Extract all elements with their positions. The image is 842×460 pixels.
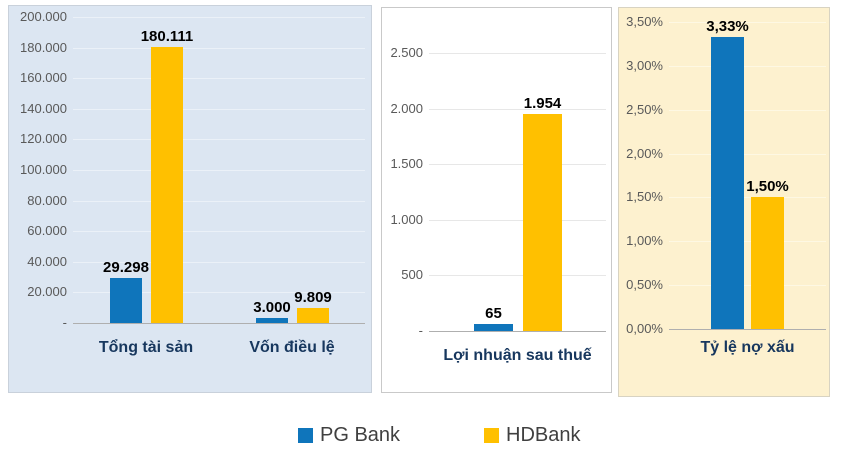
gridline [669, 241, 826, 242]
gridline [429, 164, 606, 165]
bar-pg-bank [711, 37, 744, 329]
profit-chart: 2.500 2.000 1.500 1.000 500 - 65 1.954 Lợi nhuận… [381, 7, 612, 393]
y-tick-label: 500 [401, 267, 423, 282]
y-tick-label: 3,00% [626, 58, 663, 73]
gridline [73, 78, 365, 79]
y-tick-label: 20.000 [27, 284, 67, 299]
gridline [73, 109, 365, 110]
y-tick-label: 100.000 [20, 162, 67, 177]
y-tick-label: 1.500 [390, 156, 423, 171]
y-tick-label: 2.000 [390, 101, 423, 116]
y-tick-label: 60.000 [27, 223, 67, 238]
gridline [73, 201, 365, 202]
gridline [669, 22, 826, 23]
y-tick-label: 180.000 [20, 40, 67, 55]
value-label: 180.111 [140, 28, 194, 45]
category-label: Tỷ lệ nợ xấu [700, 339, 795, 356]
gridline [73, 262, 365, 263]
y-tick-label: 1,00% [626, 233, 663, 248]
pg-bank-swatch-icon [298, 427, 313, 443]
y-tick-label: 140.000 [20, 101, 67, 116]
chart-legend: PG Bank HDBank [298, 424, 581, 446]
category-label: Tổng tài sản [98, 339, 194, 356]
value-label: 3,33% [706, 18, 749, 35]
legend-item-pg-bank: PG Bank [298, 424, 400, 446]
gridline [429, 275, 606, 276]
y-tick-label: 160.000 [20, 70, 67, 85]
y-tick-label: 120.000 [20, 131, 67, 146]
value-label: 1.954 [523, 95, 562, 112]
legend-label-pg-bank: PG Bank [320, 424, 401, 446]
gridline [669, 154, 826, 155]
gridline [669, 285, 826, 286]
gridline [73, 170, 365, 171]
x-axis-line [73, 323, 365, 324]
gridline [429, 109, 606, 110]
y-tick-label: 40.000 [27, 254, 67, 269]
value-label: 65 [485, 305, 502, 322]
y-tick-label: 2,00% [626, 146, 663, 161]
y-tick-label: - [62, 315, 67, 330]
legend-item-hdbank: HDBank [484, 424, 581, 446]
bar-pg-bank [110, 278, 142, 323]
category-label: Lợi nhuận sau thuế [443, 347, 592, 364]
value-label: 9.809 [294, 289, 332, 306]
gridline [73, 48, 365, 49]
hdbank-swatch-icon [484, 427, 500, 443]
bar-hdbank [151, 47, 183, 323]
y-tick-label: 2.500 [390, 45, 423, 60]
y-tick-label: 1.000 [390, 212, 423, 227]
value-label: 1,50% [746, 178, 789, 195]
gridline [73, 292, 365, 293]
y-tick-label: 80.000 [27, 193, 67, 208]
y-tick-label: 1,50% [626, 189, 663, 204]
balance-sheet-chart: 200.000 180.000 160.000 140.000 120.000 100.0… [8, 5, 372, 393]
bar-pg-bank [474, 324, 513, 331]
gridline [73, 139, 365, 140]
x-axis-line [669, 329, 826, 330]
gridline [73, 231, 365, 232]
category-label: Vốn điều lệ [249, 339, 335, 356]
gridline [429, 53, 606, 54]
bar-hdbank [297, 308, 329, 323]
value-label: 3.000 [253, 299, 291, 316]
bar-hdbank [523, 114, 562, 331]
bar-hdbank [751, 197, 784, 329]
gridline [429, 220, 606, 221]
bar-pg-bank [256, 318, 288, 323]
gridline [669, 66, 826, 67]
gridline [669, 110, 826, 111]
y-tick-label: - [418, 323, 423, 338]
y-tick-label: 2,50% [626, 102, 663, 117]
gridline [73, 17, 365, 18]
y-tick-label: 0,00% [626, 321, 663, 336]
npl-ratio-chart: 3,50% 3,00% 2,50% 2,00% 1,50% 1,00% 0,50% 0,00%… [618, 7, 830, 397]
y-tick-label: 0,50% [626, 277, 663, 292]
legend-label-hdbank: HDBank [506, 424, 581, 446]
gridline [669, 197, 826, 198]
y-tick-label: 200.000 [20, 9, 67, 24]
y-tick-label: 3,50% [626, 14, 663, 29]
x-axis-line [429, 331, 606, 332]
value-label: 29.298 [103, 259, 149, 276]
